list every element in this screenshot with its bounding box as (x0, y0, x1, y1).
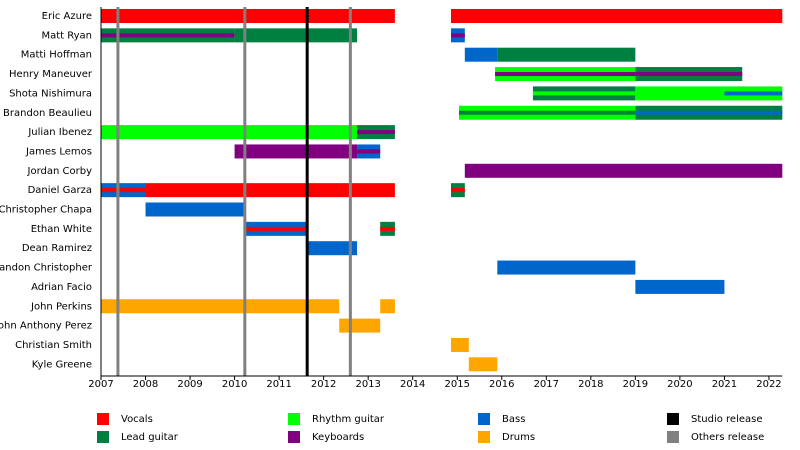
period-bar (145, 202, 246, 217)
x-tick-label: 2009 (177, 379, 202, 390)
role-stripe (451, 188, 465, 193)
role-stripe (245, 226, 308, 231)
member-name: Henry Maneuver (9, 69, 93, 80)
role-stripe (459, 110, 636, 115)
role-stripe (532, 91, 636, 96)
period-bar (234, 144, 358, 159)
legend-swatch (288, 413, 300, 425)
role-stripe (101, 188, 146, 193)
member-name: Brandon Beaulieu (3, 108, 92, 119)
legend-label: Others release (691, 432, 764, 443)
legend-swatch (667, 431, 679, 443)
role-stripe (635, 91, 725, 96)
member-name: Julian Ibenez (27, 127, 92, 138)
period-bar (497, 260, 636, 275)
x-tick-label: 2015 (445, 379, 470, 390)
role-stripe (451, 33, 465, 38)
legend-label: Lead guitar (121, 432, 179, 443)
x-tick-label: 2013 (355, 379, 380, 390)
x-tick-label: 2014 (400, 379, 425, 390)
legend-swatch (667, 413, 679, 425)
period-bar (497, 47, 636, 62)
member-name: Brandon Christopher (0, 263, 93, 274)
member-name: Ethan White (31, 224, 92, 235)
member-name: Shota Nishimura (9, 88, 92, 99)
legend-swatch (97, 413, 109, 425)
member-name: Eric Azure (42, 11, 92, 22)
member-name: James Lemos (25, 146, 92, 157)
period-bar (101, 9, 395, 23)
x-tick-label: 2012 (311, 379, 336, 390)
x-tick-label: 2008 (133, 379, 158, 390)
legend-swatch (478, 431, 490, 443)
legend-label: Vocals (121, 414, 153, 425)
member-name: Jordan Corby (27, 166, 93, 177)
member-name: John Anthony Perez (0, 321, 92, 332)
legend-swatch (288, 431, 300, 443)
x-tick-label: 2020 (667, 379, 692, 390)
legend-label: Studio release (691, 414, 763, 425)
period-bar (464, 163, 783, 178)
period-bar (339, 318, 381, 333)
role-stripe (380, 226, 395, 231)
x-tick-label: 2018 (578, 379, 603, 390)
member-name: John Perkins (30, 301, 92, 312)
member-name: Christian Smith (15, 340, 92, 351)
role-stripe (724, 91, 783, 96)
period-bar (145, 183, 395, 198)
period-bar (380, 299, 395, 314)
legend-swatch (478, 413, 490, 425)
member-name: Kyle Greene (32, 359, 92, 370)
member-name: Dean Ramirez (22, 243, 92, 254)
period-bar (101, 299, 340, 314)
period-bar (101, 125, 358, 140)
period-bar (307, 241, 358, 256)
x-tick-label: 2016 (489, 379, 514, 390)
period-bar (451, 9, 783, 23)
x-tick-label: 2007 (88, 379, 113, 390)
role-stripe (635, 72, 743, 77)
legend-label: Keyboards (312, 432, 364, 443)
period-bar (635, 279, 725, 294)
role-stripe (495, 72, 636, 77)
x-tick-label: 2011 (266, 379, 291, 390)
x-tick-label: 2022 (756, 379, 781, 390)
member-name: Matt Ryan (41, 30, 92, 41)
member-name: Matti Hoffman (21, 50, 92, 61)
legend-swatch (97, 431, 109, 443)
period-bar (234, 28, 358, 43)
role-stripe (357, 149, 381, 154)
period-bar (464, 47, 498, 62)
x-tick-label: 2017 (534, 379, 559, 390)
legend-label: Rhythm guitar (312, 414, 385, 425)
period-bar (451, 337, 469, 352)
member-name: Adrian Facio (31, 282, 92, 293)
member-name: Christopher Chapa (0, 205, 92, 216)
x-tick-label: 2010 (222, 379, 247, 390)
role-stripe (101, 33, 235, 38)
role-stripe (635, 110, 783, 115)
x-tick-label: 2021 (712, 379, 737, 390)
period-bar (468, 357, 498, 372)
x-tick-label: 2019 (623, 379, 648, 390)
legend-label: Drums (502, 432, 535, 443)
role-stripe (357, 130, 395, 135)
member-name: Daniel Garza (28, 185, 92, 196)
legend-label: Bass (502, 414, 525, 425)
